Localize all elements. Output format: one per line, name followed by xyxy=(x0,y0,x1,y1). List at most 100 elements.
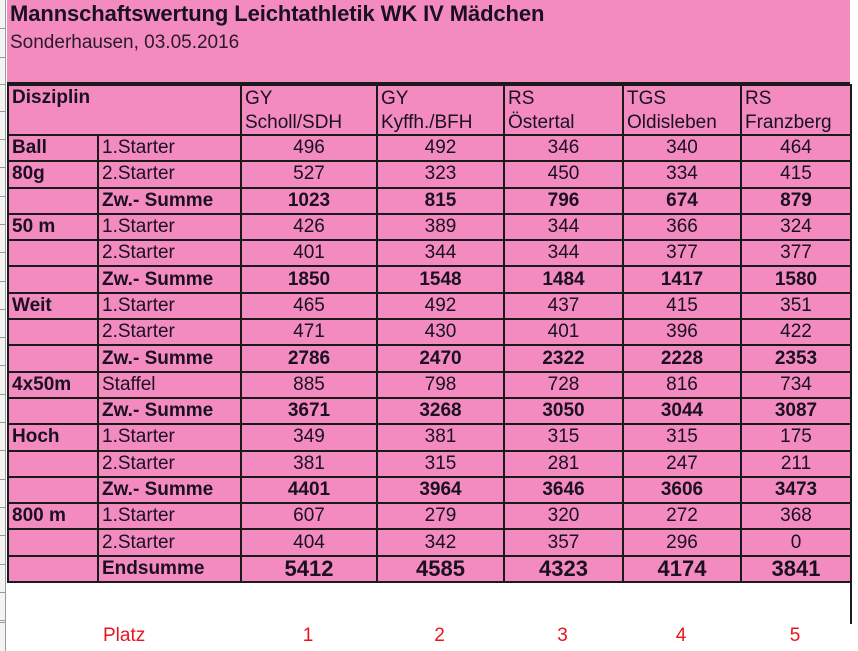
team-header-1-line2[interactable]: Scholl/SDH xyxy=(240,110,378,136)
score-cell-team-4[interactable]: 334 xyxy=(622,160,742,189)
team-header-3-line2[interactable]: Östertal xyxy=(503,110,624,136)
score-cell-team-1[interactable]: 381 xyxy=(240,449,378,478)
score-cell-team-5[interactable]: 211 xyxy=(740,449,852,478)
team-header-5-line2[interactable]: Franzberg xyxy=(740,110,852,136)
score-cell-team-2[interactable]: 389 xyxy=(376,212,505,242)
score-cell-team-3[interactable]: 315 xyxy=(503,423,624,452)
discipline-cell[interactable] xyxy=(7,239,99,268)
score-cell-team-5[interactable]: 3841 xyxy=(740,554,852,584)
score-cell-team-5[interactable]: 415 xyxy=(740,160,852,189)
score-cell-team-5[interactable]: 324 xyxy=(740,212,852,242)
score-cell-team-2[interactable]: 798 xyxy=(376,370,505,399)
row-label-cell[interactable]: 1.Starter xyxy=(97,133,242,163)
score-cell-team-2[interactable]: 2470 xyxy=(376,344,505,373)
score-cell-team-4[interactable]: 415 xyxy=(622,291,742,321)
score-cell-team-2[interactable]: 315 xyxy=(376,449,505,478)
score-cell-team-4[interactable]: 296 xyxy=(622,528,742,557)
team-header-4-line2[interactable]: Oldisleben xyxy=(622,110,742,136)
score-cell-team-1[interactable]: 2786 xyxy=(240,344,378,373)
row-label-cell[interactable]: Zw.- Summe xyxy=(97,186,242,215)
score-cell-team-3[interactable]: 4323 xyxy=(503,554,624,584)
row-label-cell[interactable]: 2.Starter xyxy=(97,160,242,189)
score-cell-team-3[interactable]: 344 xyxy=(503,239,624,268)
score-cell-team-2[interactable]: 381 xyxy=(376,423,505,452)
row-label-cell[interactable]: Zw.- Summe xyxy=(97,344,242,373)
score-cell-team-3[interactable]: 401 xyxy=(503,318,624,347)
row-label-cell[interactable]: 2.Starter xyxy=(97,318,242,347)
rank-team-4[interactable]: 4 xyxy=(675,625,687,646)
score-cell-team-3[interactable]: 346 xyxy=(503,133,624,163)
score-cell-team-4[interactable]: 396 xyxy=(622,318,742,347)
score-cell-team-5[interactable]: 2353 xyxy=(740,344,852,373)
discipline-cell[interactable]: 50 m xyxy=(7,212,99,242)
score-cell-team-3[interactable]: 728 xyxy=(503,370,624,399)
team-header-2-line2[interactable]: Kyffh./BFH xyxy=(376,110,505,136)
discipline-cell[interactable] xyxy=(7,344,99,373)
score-cell-team-1[interactable]: 4401 xyxy=(240,475,378,505)
row-label-cell[interactable]: 1.Starter xyxy=(97,502,242,531)
score-cell-team-3[interactable]: 2322 xyxy=(503,344,624,373)
score-cell-team-4[interactable]: 2228 xyxy=(622,344,742,373)
team-header-3-line1[interactable]: RS xyxy=(503,84,624,110)
score-cell-team-4[interactable]: 340 xyxy=(622,133,742,163)
score-cell-team-1[interactable]: 5412 xyxy=(240,554,378,584)
score-cell-team-1[interactable]: 496 xyxy=(240,133,378,163)
row-label-cell[interactable]: 2.Starter xyxy=(97,239,242,268)
team-header-4-line1[interactable]: TGS xyxy=(622,84,742,110)
discipline-cell[interactable]: 800 m xyxy=(7,502,99,531)
score-cell-team-4[interactable]: 366 xyxy=(622,212,742,242)
row-label-cell[interactable]: 2.Starter xyxy=(97,528,242,557)
score-cell-team-4[interactable]: 816 xyxy=(622,370,742,399)
score-cell-team-4[interactable]: 272 xyxy=(622,502,742,531)
score-cell-team-4[interactable]: 3044 xyxy=(622,396,742,426)
row-label-cell[interactable]: Zw.- Summe xyxy=(97,475,242,505)
score-cell-team-2[interactable]: 1548 xyxy=(376,265,505,294)
score-cell-team-5[interactable]: 734 xyxy=(740,370,852,399)
score-cell-team-1[interactable]: 607 xyxy=(240,502,378,531)
discipline-cell[interactable]: 80g xyxy=(7,160,99,189)
discipline-header[interactable]: Disziplin xyxy=(7,84,242,135)
score-cell-team-3[interactable]: 344 xyxy=(503,212,624,242)
score-cell-team-1[interactable]: 885 xyxy=(240,370,378,399)
discipline-cell[interactable] xyxy=(7,554,99,584)
discipline-cell[interactable]: 4x50m xyxy=(7,370,99,399)
discipline-cell[interactable] xyxy=(7,449,99,478)
score-cell-team-5[interactable]: 1580 xyxy=(740,265,852,294)
row-label-cell[interactable]: 1.Starter xyxy=(97,291,242,321)
score-cell-team-4[interactable]: 1417 xyxy=(622,265,742,294)
score-cell-team-5[interactable]: 422 xyxy=(740,318,852,347)
score-cell-team-2[interactable]: 3964 xyxy=(376,475,505,505)
score-cell-team-3[interactable]: 450 xyxy=(503,160,624,189)
score-cell-team-2[interactable]: 4585 xyxy=(376,554,505,584)
score-cell-team-2[interactable]: 279 xyxy=(376,502,505,531)
row-label-cell[interactable]: Zw.- Summe xyxy=(97,396,242,426)
score-cell-team-2[interactable]: 344 xyxy=(376,239,505,268)
ranking-label[interactable]: Platz xyxy=(103,625,146,646)
discipline-cell[interactable] xyxy=(7,475,99,505)
score-cell-team-3[interactable]: 437 xyxy=(503,291,624,321)
discipline-cell[interactable] xyxy=(7,528,99,557)
score-cell-team-5[interactable]: 175 xyxy=(740,423,852,452)
score-cell-team-2[interactable]: 430 xyxy=(376,318,505,347)
score-cell-team-5[interactable]: 0 xyxy=(740,528,852,557)
discipline-cell[interactable] xyxy=(7,265,99,294)
score-cell-team-1[interactable]: 1023 xyxy=(240,186,378,215)
row-label-cell[interactable]: 1.Starter xyxy=(97,212,242,242)
score-cell-team-5[interactable]: 464 xyxy=(740,133,852,163)
discipline-cell[interactable]: Hoch xyxy=(7,423,99,452)
score-cell-team-2[interactable]: 815 xyxy=(376,186,505,215)
rank-team-1[interactable]: 1 xyxy=(302,625,314,646)
score-cell-team-3[interactable]: 1484 xyxy=(503,265,624,294)
score-cell-team-5[interactable]: 377 xyxy=(740,239,852,268)
score-cell-team-1[interactable]: 401 xyxy=(240,239,378,268)
row-label-cell[interactable]: 2.Starter xyxy=(97,449,242,478)
score-cell-team-5[interactable]: 351 xyxy=(740,291,852,321)
score-cell-team-2[interactable]: 492 xyxy=(376,133,505,163)
score-cell-team-3[interactable]: 357 xyxy=(503,528,624,557)
rank-team-5[interactable]: 5 xyxy=(789,625,801,646)
team-header-5-line1[interactable]: RS xyxy=(740,84,852,110)
score-cell-team-5[interactable]: 3087 xyxy=(740,396,852,426)
score-cell-team-4[interactable]: 4174 xyxy=(622,554,742,584)
score-cell-team-4[interactable]: 3606 xyxy=(622,475,742,505)
score-cell-team-4[interactable]: 247 xyxy=(622,449,742,478)
